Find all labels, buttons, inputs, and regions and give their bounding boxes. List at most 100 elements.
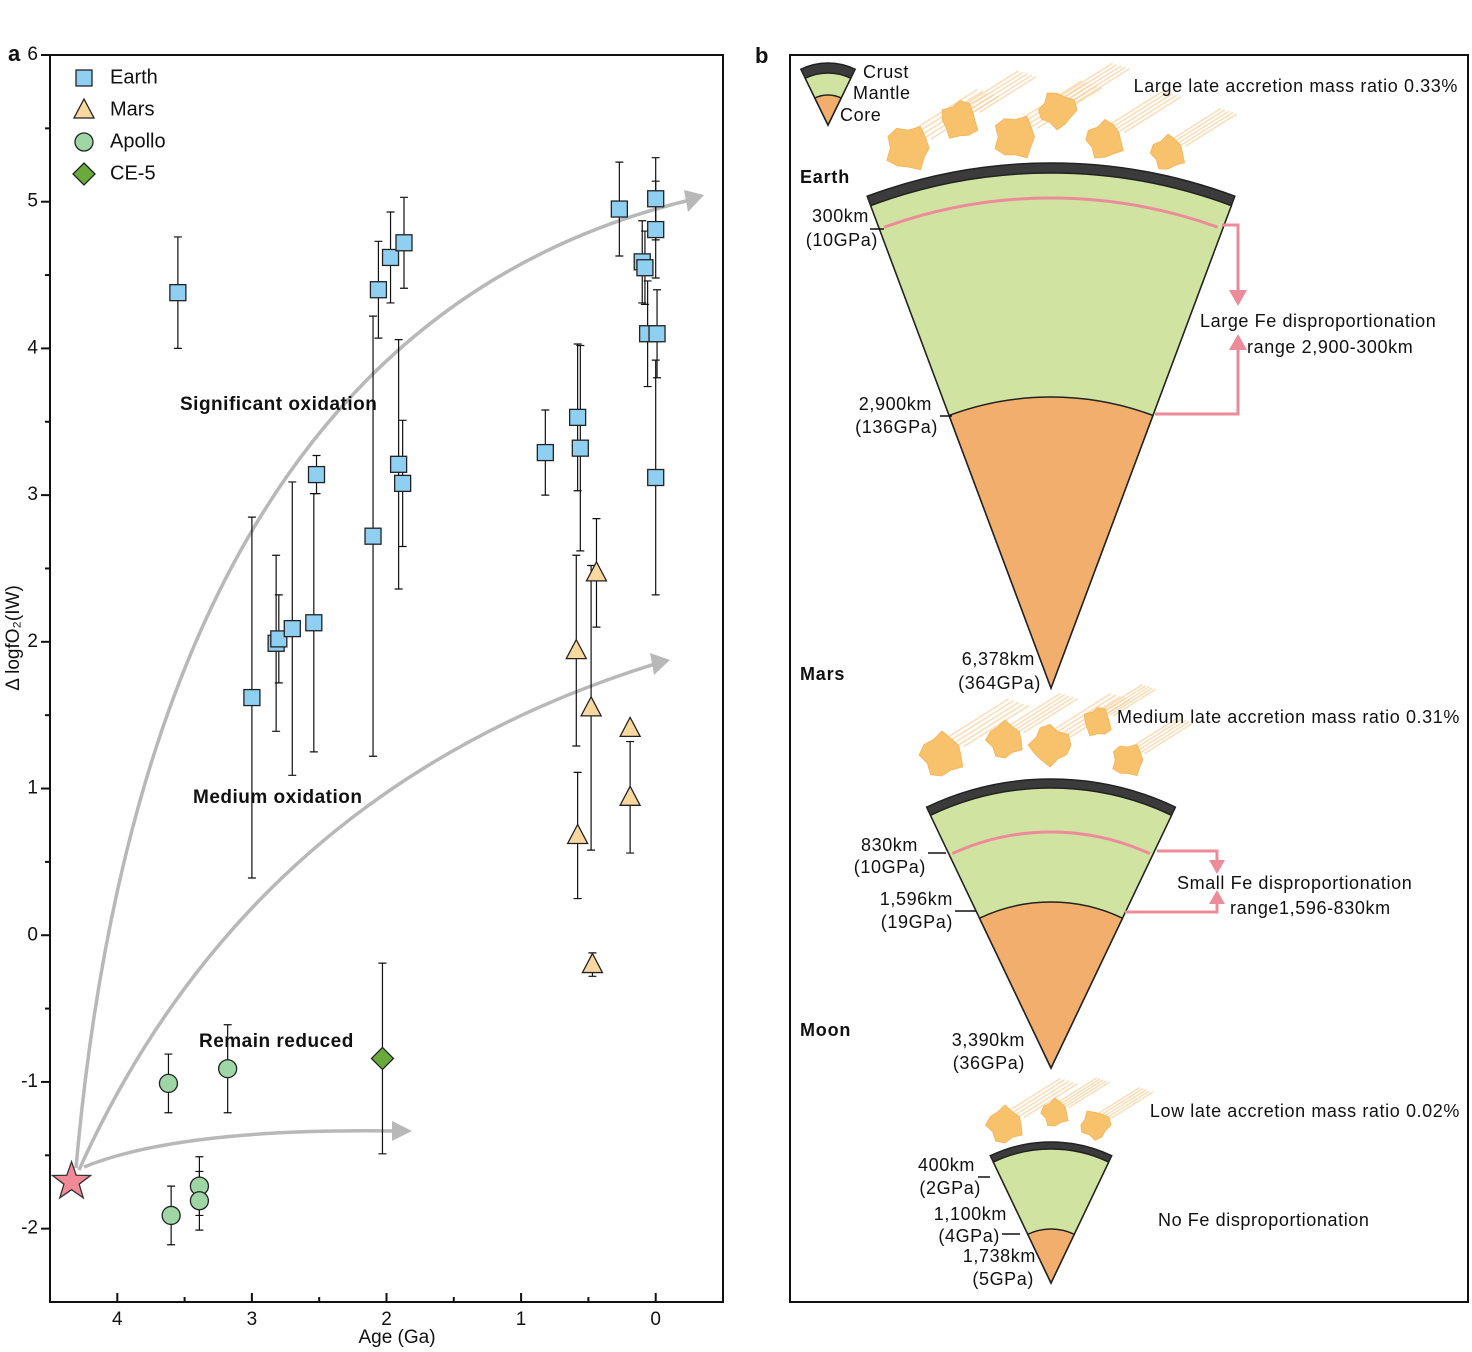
- impactor-trail: [1095, 1086, 1140, 1116]
- marker-triangle: [580, 695, 603, 717]
- marker-square: [610, 200, 629, 218]
- impactor-trail: [943, 698, 1010, 741]
- plot-frame: [49, 54, 724, 1303]
- arrow-head: [1209, 890, 1225, 904]
- disproportionation-boundary: [951, 830, 1151, 856]
- impactor-trail: [1102, 1089, 1147, 1118]
- depth-label: 1,596km: [880, 889, 953, 909]
- impactor-trail: [1177, 110, 1230, 145]
- impactor-trail: [1106, 90, 1164, 128]
- impactor-trail: [1102, 685, 1147, 714]
- impactor-trail: [974, 74, 1033, 112]
- legend-label: CE-5: [110, 162, 156, 184]
- x-tick-label: 1: [516, 1309, 527, 1330]
- depth-label: 1,100km: [934, 1204, 1007, 1224]
- impactor-trail: [1115, 93, 1173, 131]
- impactor-trail: [1105, 1090, 1150, 1119]
- marker-triangle: [565, 638, 588, 660]
- marker-circle: [158, 1073, 179, 1094]
- y-tick-label: 0: [27, 924, 38, 945]
- pressure-label: (2GPa): [919, 1178, 981, 1198]
- marker-triangle: [566, 823, 589, 845]
- disproportionation-label: range1,596-830km: [1230, 898, 1391, 918]
- impactor-trail: [1068, 1081, 1110, 1109]
- impactor-trail: [1108, 687, 1153, 716]
- panel-frame: [789, 54, 1469, 1303]
- impactor-trail: [958, 703, 1025, 746]
- impactor-trail: [1098, 683, 1143, 713]
- trend-arrow: [77, 662, 656, 1171]
- accretion-label: Low late accretion mass ratio 0.02%: [1150, 1101, 1460, 1121]
- pressure-label: (364GPa): [958, 673, 1041, 693]
- marker-square: [389, 455, 408, 473]
- marker-square: [364, 527, 382, 545]
- pressure-label: (4GPa): [938, 1226, 1000, 1246]
- impactor-trail: [1014, 695, 1070, 731]
- accretion-label: Large late accretion mass ratio 0.33%: [1134, 76, 1458, 96]
- start-star: [50, 1159, 93, 1200]
- marker-triangle: [581, 952, 604, 974]
- marker-triangle: [619, 784, 642, 806]
- impactor-trail: [1169, 107, 1222, 142]
- impactor-trail: [961, 70, 1019, 108]
- impactor: [1112, 743, 1144, 777]
- panel-label: b: [755, 43, 768, 68]
- impactor: [1149, 133, 1186, 170]
- depth-label: 6,378km: [962, 649, 1035, 669]
- arrow-head: [1229, 334, 1247, 350]
- marker-square: [571, 439, 589, 457]
- depth-label: 400km: [918, 1155, 975, 1175]
- impactor-trail: [1070, 66, 1126, 103]
- impactor-trail: [1058, 1078, 1101, 1106]
- impactor: [1083, 707, 1112, 737]
- impactor: [1027, 723, 1072, 768]
- impactor-trail: [1010, 693, 1066, 730]
- disproportionation-label: Small Fe disproportionation: [1177, 873, 1412, 893]
- pressure-label: (136GPa): [855, 417, 938, 437]
- impactor: [1038, 92, 1078, 131]
- impactor-trail: [948, 699, 1015, 742]
- impactor: [1080, 1110, 1112, 1141]
- y-tick-label: -2: [21, 1218, 38, 1239]
- marker-triangle: [619, 715, 642, 738]
- impactor-trail: [965, 71, 1024, 109]
- impactor: [984, 719, 1023, 759]
- legend-label: Crust: [863, 62, 909, 82]
- legend-label: Apollo: [110, 130, 166, 152]
- x-tick-label: 2: [381, 1309, 392, 1330]
- wedges: [799, 62, 1238, 1285]
- disproportionation-arrow: [1155, 348, 1240, 416]
- marker-square: [395, 234, 413, 252]
- impactor-trail: [1185, 113, 1238, 147]
- pressure-label: (36GPa): [953, 1053, 1025, 1073]
- pressure-label: (10GPa): [854, 857, 926, 877]
- planet-name: Earth: [800, 167, 850, 187]
- impactor-trail: [1023, 698, 1078, 734]
- disproportionation-arrow: [1222, 223, 1240, 292]
- accretion-label: Medium late accretion mass ratio 0.31%: [1117, 707, 1460, 727]
- x-tick-label: 0: [650, 1309, 661, 1330]
- impactor-trail: [953, 701, 1020, 744]
- mantle: [992, 1148, 1110, 1285]
- y-tick-label: 6: [27, 44, 38, 65]
- x-tick-label: 4: [112, 1309, 123, 1330]
- impactor-trail: [1123, 96, 1182, 134]
- impactor: [984, 1104, 1023, 1144]
- trend-arrow: [83, 1129, 397, 1169]
- marker-square: [305, 614, 323, 632]
- core: [948, 396, 1154, 691]
- impactor-trail: [1018, 1081, 1074, 1118]
- impactor-trail: [1110, 91, 1169, 129]
- marker-diamond: [370, 1046, 395, 1071]
- marker-diamond: [72, 162, 96, 186]
- marker-triangle: [585, 560, 608, 582]
- impactor-trail: [1105, 686, 1150, 715]
- impactor-trail: [1112, 688, 1157, 717]
- impactor-trail: [1018, 696, 1074, 733]
- disproportionation-arrow: [1157, 849, 1219, 862]
- arrow-head: [392, 1121, 412, 1141]
- y-tick-label: 4: [27, 337, 38, 358]
- planet-name: Moon: [800, 1020, 851, 1040]
- core: [978, 901, 1124, 1070]
- marker-square: [647, 468, 665, 487]
